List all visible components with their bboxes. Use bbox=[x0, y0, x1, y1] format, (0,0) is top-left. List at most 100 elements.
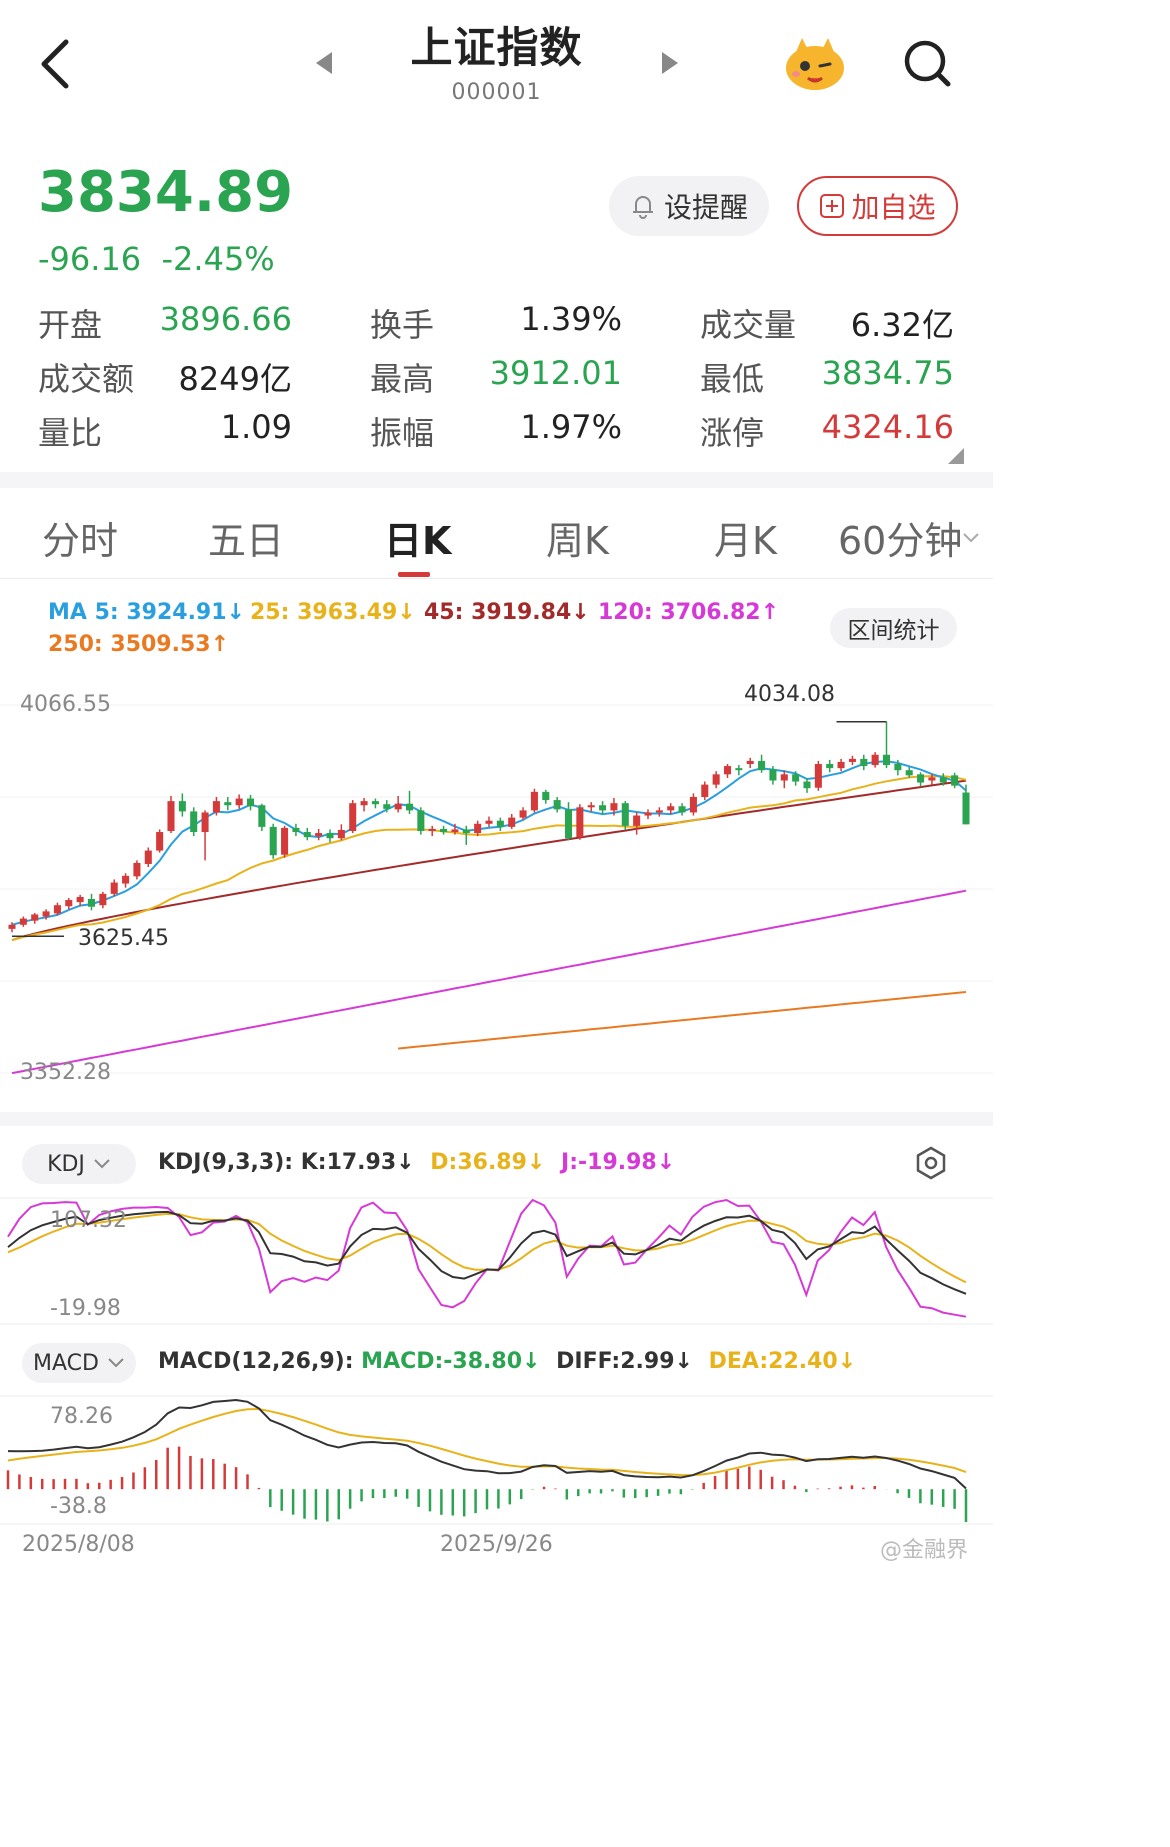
candle bbox=[212, 796, 220, 816]
settings-button[interactable] bbox=[914, 1146, 948, 1180]
candle bbox=[326, 829, 334, 843]
tab-3[interactable]: 周K bbox=[546, 519, 609, 563]
candle bbox=[201, 810, 209, 861]
stat-value: 6.32亿 bbox=[850, 306, 954, 344]
macd-value: MACD:-38.80↓ bbox=[361, 1349, 541, 1374]
set-alert-label: 设提醒 bbox=[663, 191, 748, 224]
candle bbox=[246, 794, 255, 811]
candle bbox=[928, 774, 936, 785]
candle bbox=[303, 827, 311, 841]
candle bbox=[701, 781, 709, 801]
candle bbox=[122, 873, 130, 888]
candle bbox=[769, 766, 777, 785]
kline-y-bottom: 3352.28 bbox=[20, 1060, 111, 1085]
candle bbox=[224, 796, 232, 811]
macd-selector-label: MACD bbox=[33, 1350, 99, 1376]
kdj-chart[interactable] bbox=[0, 1196, 993, 1326]
candle bbox=[780, 770, 788, 789]
candle bbox=[496, 817, 504, 831]
candle bbox=[542, 789, 550, 804]
tab-1[interactable]: 五日 bbox=[208, 519, 285, 563]
search-icon bbox=[904, 40, 951, 87]
macd-chart[interactable] bbox=[0, 1394, 993, 1528]
add-watchlist-button[interactable]: 加自选 bbox=[797, 176, 958, 236]
candle bbox=[610, 798, 618, 816]
candle bbox=[371, 798, 379, 809]
candle bbox=[190, 807, 198, 837]
candle bbox=[530, 788, 538, 813]
ma-legend-item: 120: 3706.82↑ bbox=[598, 600, 780, 625]
candle bbox=[235, 794, 243, 809]
stat-value: 3834.75 bbox=[821, 354, 954, 392]
candle bbox=[644, 809, 652, 820]
mascot-button[interactable] bbox=[782, 34, 848, 94]
candle bbox=[655, 807, 663, 817]
candle bbox=[860, 754, 868, 771]
macd-params: MACD(12,26,9): bbox=[158, 1349, 354, 1374]
search-button[interactable] bbox=[900, 36, 956, 92]
chevron-down-icon bbox=[108, 1358, 124, 1368]
candle bbox=[156, 829, 164, 853]
stat-label: 开盘 bbox=[38, 306, 103, 344]
candle bbox=[792, 771, 800, 786]
tab-2[interactable]: 日K bbox=[384, 519, 452, 563]
ma-legend-item: 45: 3919.84↓ bbox=[424, 600, 590, 625]
candle bbox=[360, 798, 368, 812]
triangle-left-icon bbox=[316, 52, 332, 74]
candle bbox=[917, 772, 925, 787]
candle bbox=[951, 772, 959, 789]
stat-value: 1.09 bbox=[220, 408, 292, 446]
candle bbox=[553, 796, 561, 813]
change-value: -96.16 bbox=[38, 240, 142, 278]
stat-label: 涨停 bbox=[700, 414, 765, 452]
prev-index-button[interactable] bbox=[312, 48, 336, 78]
macd-legend: MACD(12,26,9): MACD:-38.80↓ DIFF:2.99↓ D… bbox=[158, 1349, 856, 1374]
candle bbox=[110, 879, 118, 897]
back-button[interactable] bbox=[30, 34, 80, 94]
watermark: @金融界 bbox=[880, 1538, 969, 1563]
triangle-right-icon bbox=[662, 52, 678, 74]
candle bbox=[826, 759, 834, 773]
candle bbox=[462, 825, 470, 845]
macd-y-bottom: -38.8 bbox=[50, 1494, 107, 1519]
next-index-button[interactable] bbox=[658, 48, 682, 78]
candle bbox=[428, 825, 436, 837]
candle bbox=[712, 771, 720, 789]
candle bbox=[315, 828, 323, 841]
kline-chart[interactable] bbox=[0, 670, 993, 1110]
stat-label: 最高 bbox=[370, 360, 435, 398]
range-stats-button[interactable]: 区间统计 bbox=[830, 608, 957, 648]
candle bbox=[292, 823, 300, 837]
candle bbox=[882, 721, 891, 769]
tab-5[interactable]: 60分钟 bbox=[838, 519, 963, 563]
kdj-y-bottom: -19.98 bbox=[50, 1296, 121, 1321]
date-start: 2025/8/08 bbox=[22, 1532, 135, 1557]
macd-selector[interactable]: MACD bbox=[22, 1343, 136, 1383]
candle bbox=[678, 803, 686, 816]
candle bbox=[564, 802, 573, 841]
tabs-divider bbox=[0, 578, 993, 579]
chevron-left-icon bbox=[41, 39, 69, 89]
expand-corner-icon[interactable] bbox=[948, 448, 964, 464]
change-percent: -2.45% bbox=[161, 240, 275, 278]
candle bbox=[144, 847, 152, 868]
candle bbox=[349, 800, 357, 834]
candle bbox=[8, 922, 16, 933]
macd-dea: DEA:22.40↓ bbox=[708, 1349, 857, 1374]
set-alert-button[interactable]: 设提醒 bbox=[609, 176, 769, 236]
candle bbox=[53, 902, 61, 916]
chevron-down-icon bbox=[94, 1159, 110, 1169]
high-marker-label: 4034.08 bbox=[744, 682, 835, 707]
candle bbox=[19, 916, 27, 927]
candle bbox=[76, 894, 84, 907]
ma250-line bbox=[397, 991, 967, 1050]
ma120-line bbox=[11, 889, 967, 1075]
kdj-d-value: D:36.89↓ bbox=[430, 1150, 546, 1175]
chevron-down-icon[interactable] bbox=[962, 532, 980, 544]
candle bbox=[803, 778, 811, 793]
candle bbox=[508, 813, 516, 829]
stat-label: 换手 bbox=[370, 306, 435, 344]
tab-0[interactable]: 分时 bbox=[42, 519, 119, 563]
kdj-selector[interactable]: KDJ bbox=[22, 1144, 136, 1184]
tab-4[interactable]: 月K bbox=[714, 519, 777, 563]
